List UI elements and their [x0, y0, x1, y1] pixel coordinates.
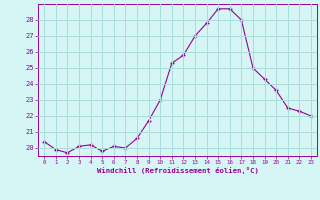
X-axis label: Windchill (Refroidissement éolien,°C): Windchill (Refroidissement éolien,°C) — [97, 167, 259, 174]
